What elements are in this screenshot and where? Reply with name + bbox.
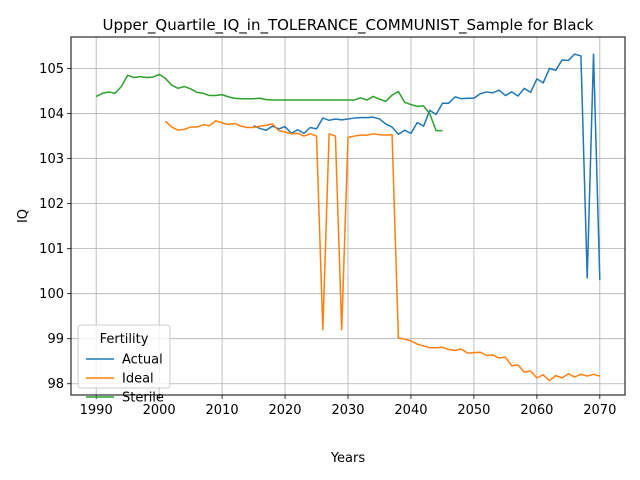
series-line-sterile <box>95 73 443 132</box>
x-tick-label: 2070 <box>583 403 616 418</box>
legend-label-sterile: Sterile <box>122 391 164 406</box>
y-tick-label: 99 <box>47 332 64 347</box>
y-tick-label: 100 <box>39 287 64 302</box>
x-tick-label: 2010 <box>206 403 239 418</box>
legend: Fertility Actual Ideal Sterile <box>77 324 171 406</box>
y-axis-label: IQ <box>16 209 31 223</box>
x-tick-label: 2000 <box>143 403 176 418</box>
series-lines <box>95 53 601 382</box>
x-tick-label: 2030 <box>331 403 364 418</box>
y-tick-label: 105 <box>39 62 64 77</box>
x-tick-label: 1990 <box>80 403 113 418</box>
legend-label-ideal: Ideal <box>122 372 154 387</box>
legend-label-actual: Actual <box>122 353 163 368</box>
x-axis-label: Years <box>330 451 366 466</box>
axis-ticks: 1990 2000 2010 2020 2030 2040 2050 2060 2070 98 99… <box>39 62 616 418</box>
y-tick-label: 102 <box>39 197 64 212</box>
x-tick-label: 2040 <box>394 403 427 418</box>
x-tick-label: 2020 <box>268 403 301 418</box>
series-line-ideal <box>164 120 601 382</box>
y-tick-label: 103 <box>39 152 64 167</box>
y-tick-label: 98 <box>47 377 64 392</box>
series-line-actual <box>253 53 601 281</box>
y-tick-label: 101 <box>39 242 64 257</box>
legend-title: Fertility <box>100 332 149 347</box>
x-tick-label: 2050 <box>457 403 490 418</box>
chart-title: Upper_Quartile_IQ_in_TOLERANCE_COMMUNIST… <box>103 16 594 35</box>
legend-box <box>77 324 171 389</box>
x-tick-label: 2060 <box>520 403 553 418</box>
y-tick-label: 104 <box>39 107 64 122</box>
